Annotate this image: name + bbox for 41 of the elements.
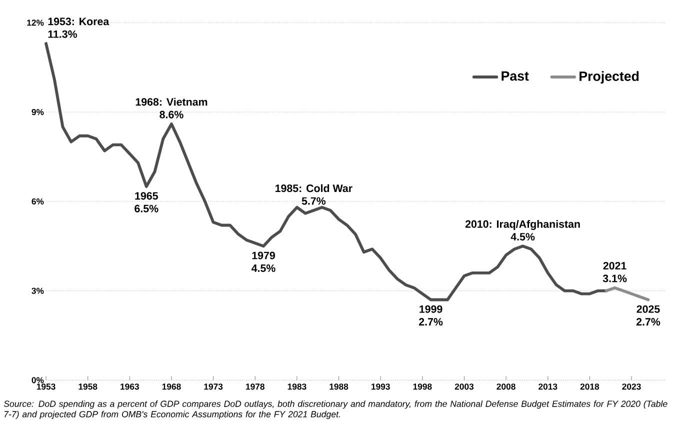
x-tick-label: 2023 <box>622 383 641 390</box>
annotation: 8.6% <box>160 110 184 118</box>
annotation: 1985: Cold War <box>276 184 352 192</box>
x-tick-label: 2003 <box>454 383 474 390</box>
annotation: 5.7% <box>302 197 326 205</box>
x-tick-label: 1993 <box>371 383 390 390</box>
y-tick-label: 0% <box>32 377 44 384</box>
annotation: 2.7% <box>418 318 443 326</box>
annotation: 2021 <box>603 262 626 270</box>
annotation: 2010: Iraq/Afghanistan <box>465 220 580 230</box>
y-tick-label: 3% <box>32 288 44 294</box>
x-tick-label: 1978 <box>246 383 265 390</box>
x-tick-label: 1968 <box>162 383 181 390</box>
annotation: 1968: Vietnam <box>136 98 208 106</box>
x-tick-label: 2018 <box>580 383 600 390</box>
annotation: 3.1% <box>602 274 627 282</box>
annotation: 6.5% <box>134 204 158 212</box>
x-tick-label: 1988 <box>330 383 348 390</box>
y-tick-label: 12% <box>27 20 44 26</box>
annotation: 11.3% <box>48 30 78 38</box>
annotation: 4.5% <box>252 264 276 272</box>
x-tick-label: 2013 <box>538 383 558 390</box>
y-tick-label: 6% <box>32 198 44 204</box>
x-tick-label: 2008 <box>496 383 516 390</box>
legend-label: Projected <box>580 71 639 84</box>
x-tick-label: 1973 <box>204 383 223 390</box>
annotation: 1979 <box>252 252 275 260</box>
annotation: 2.7% <box>636 318 660 326</box>
x-tick-label: 1998 <box>413 383 432 390</box>
annotation: 2025 <box>636 305 660 313</box>
x-tick-label: 1963 <box>120 383 139 390</box>
source-note: Source: DoD spending as a percent of GDP compares DoD outlays, both discretionary and mandatory, from the National Defense Budget Estimates for FY 2020 (Table 7-7) and projected GDP from OMB's Economic Assumptions for the FY 2021 Budget. <box>4 400 668 419</box>
annotation: 1953: Korea <box>48 18 110 26</box>
x-tick-label: 1958 <box>78 383 98 390</box>
annotation: 1999 <box>420 305 442 313</box>
annotation: 1965 <box>135 192 158 200</box>
legend-label: Past <box>502 71 529 81</box>
annotation: 4.5% <box>510 232 535 240</box>
x-tick-label: 1953 <box>36 383 56 390</box>
x-tick-label: 1983 <box>288 383 306 390</box>
y-tick-label: 9% <box>32 108 44 116</box>
